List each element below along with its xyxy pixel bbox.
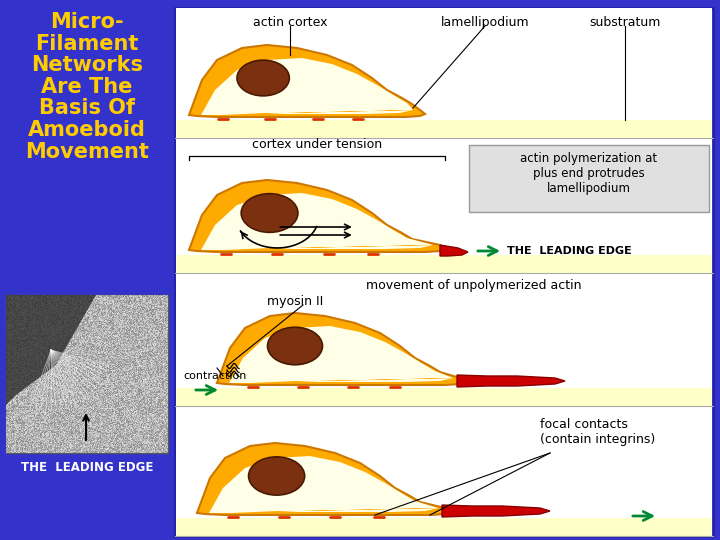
Text: THE  LEADING EDGE: THE LEADING EDGE <box>507 246 631 256</box>
Ellipse shape <box>237 60 289 96</box>
Text: substratum: substratum <box>589 16 661 29</box>
Bar <box>176 138 712 273</box>
Text: contraction: contraction <box>183 371 246 381</box>
Bar <box>6 295 168 453</box>
Polygon shape <box>440 245 468 256</box>
Polygon shape <box>6 295 96 405</box>
Bar <box>176 406 712 536</box>
Polygon shape <box>201 193 433 250</box>
Text: myosin II: myosin II <box>267 295 323 308</box>
Text: movement of unpolymerized actin: movement of unpolymerized actin <box>366 279 582 292</box>
Bar <box>176 8 712 138</box>
Polygon shape <box>442 505 550 517</box>
Text: cortex under tension: cortex under tension <box>252 138 382 151</box>
Ellipse shape <box>248 457 305 495</box>
Polygon shape <box>217 313 465 385</box>
Polygon shape <box>457 375 565 387</box>
FancyBboxPatch shape <box>469 145 709 212</box>
Bar <box>175 8 713 536</box>
Bar <box>176 518 712 536</box>
Ellipse shape <box>241 194 298 232</box>
Bar <box>176 120 712 138</box>
Text: actin polymerization at
plus end protrudes
lamellipodium: actin polymerization at plus end protrud… <box>521 152 657 195</box>
Polygon shape <box>197 443 450 515</box>
Text: THE  LEADING EDGE: THE LEADING EDGE <box>21 461 153 474</box>
Text: actin cortex: actin cortex <box>253 16 328 29</box>
Bar <box>176 273 712 406</box>
Polygon shape <box>229 326 453 383</box>
Polygon shape <box>189 45 425 117</box>
Text: lamellipodium: lamellipodium <box>441 16 529 29</box>
Bar <box>176 255 712 273</box>
Polygon shape <box>189 180 445 252</box>
Ellipse shape <box>268 327 323 365</box>
Polygon shape <box>209 456 438 513</box>
Bar <box>176 388 712 406</box>
Polygon shape <box>201 58 413 115</box>
Text: focal contacts
(contain integrins): focal contacts (contain integrins) <box>540 418 655 446</box>
Text: Micro-
Filament
Networks
Are The
Basis Of
Amoeboid
Movement: Micro- Filament Networks Are The Basis O… <box>25 12 149 161</box>
